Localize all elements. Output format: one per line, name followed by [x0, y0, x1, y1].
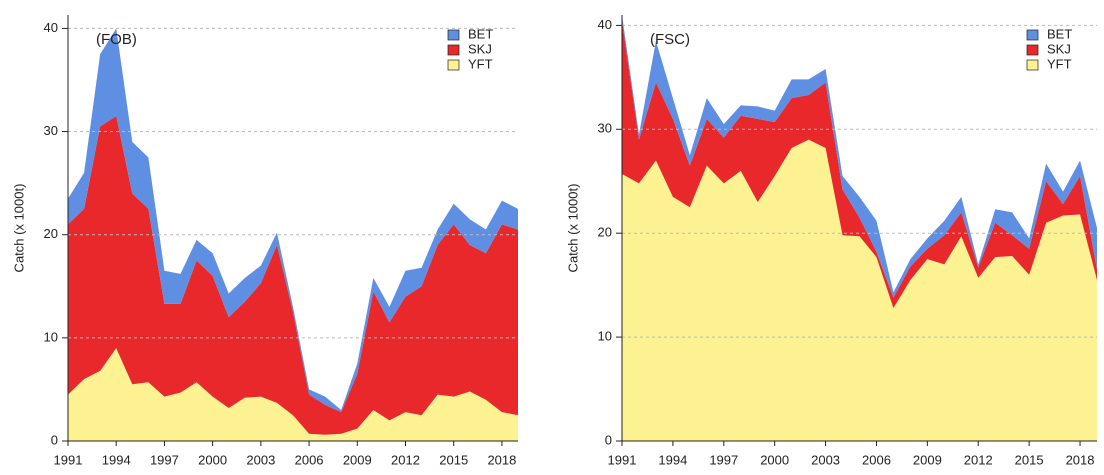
x-tick-label: 2018: [487, 452, 516, 467]
y-tick-label: 30: [598, 121, 612, 136]
area: [68, 116, 518, 435]
legend-swatch: [447, 29, 460, 41]
area: [622, 20, 1097, 309]
legend-label: YFT: [468, 56, 493, 71]
x-tick-label: 1991: [54, 452, 83, 467]
legend-label: SKJ: [468, 41, 492, 56]
legend-swatch: [1026, 59, 1039, 71]
legend-label: BET: [1047, 26, 1072, 41]
x-tick-label: 1991: [608, 452, 637, 467]
y-tick-label: 10: [44, 329, 58, 344]
y-axis-label: Catch (x 1000t): [565, 184, 580, 273]
y-tick-label: 20: [44, 226, 58, 241]
y-tick-label: 40: [44, 20, 58, 35]
x-tick-label: 2003: [811, 452, 840, 467]
y-axis-label: Catch (x 1000t): [11, 184, 26, 273]
x-tick-label: 1994: [102, 452, 131, 467]
x-tick-label: 2003: [246, 452, 275, 467]
area: [68, 28, 518, 413]
x-tick-label: 2015: [1015, 452, 1044, 467]
x-tick-label: 2009: [913, 452, 942, 467]
legend-swatch: [447, 44, 460, 56]
x-tick-label: 2012: [964, 452, 993, 467]
x-tick-label: 1997: [709, 452, 738, 467]
x-tick-label: 2006: [295, 452, 324, 467]
x-tick-label: 1997: [150, 452, 179, 467]
x-tick-label: 2000: [198, 452, 227, 467]
y-tick-label: 0: [51, 432, 58, 447]
x-tick-label: 2000: [760, 452, 789, 467]
annotation: (FSC): [650, 31, 690, 48]
legend-label: YFT: [1047, 56, 1072, 71]
x-tick-label: 2015: [439, 452, 468, 467]
legend-swatch: [1026, 29, 1039, 41]
x-tick-label: 1994: [658, 452, 687, 467]
x-tick-label: 2012: [391, 452, 420, 467]
legend-label: BET: [468, 26, 493, 41]
y-tick-label: 40: [598, 17, 612, 32]
y-tick-label: 10: [598, 329, 612, 344]
annotation: (FOB): [96, 31, 137, 48]
x-tick-label: 2018: [1066, 452, 1095, 467]
area: [68, 348, 518, 441]
x-tick-label: 2009: [343, 452, 372, 467]
area: [622, 139, 1097, 441]
legend-swatch: [1026, 44, 1039, 56]
y-tick-label: 20: [598, 225, 612, 240]
x-tick-label: 2006: [862, 452, 891, 467]
legend-label: SKJ: [1047, 41, 1071, 56]
y-tick-label: 30: [44, 123, 58, 138]
y-tick-label: 0: [605, 432, 612, 447]
legend-swatch: [447, 59, 460, 71]
